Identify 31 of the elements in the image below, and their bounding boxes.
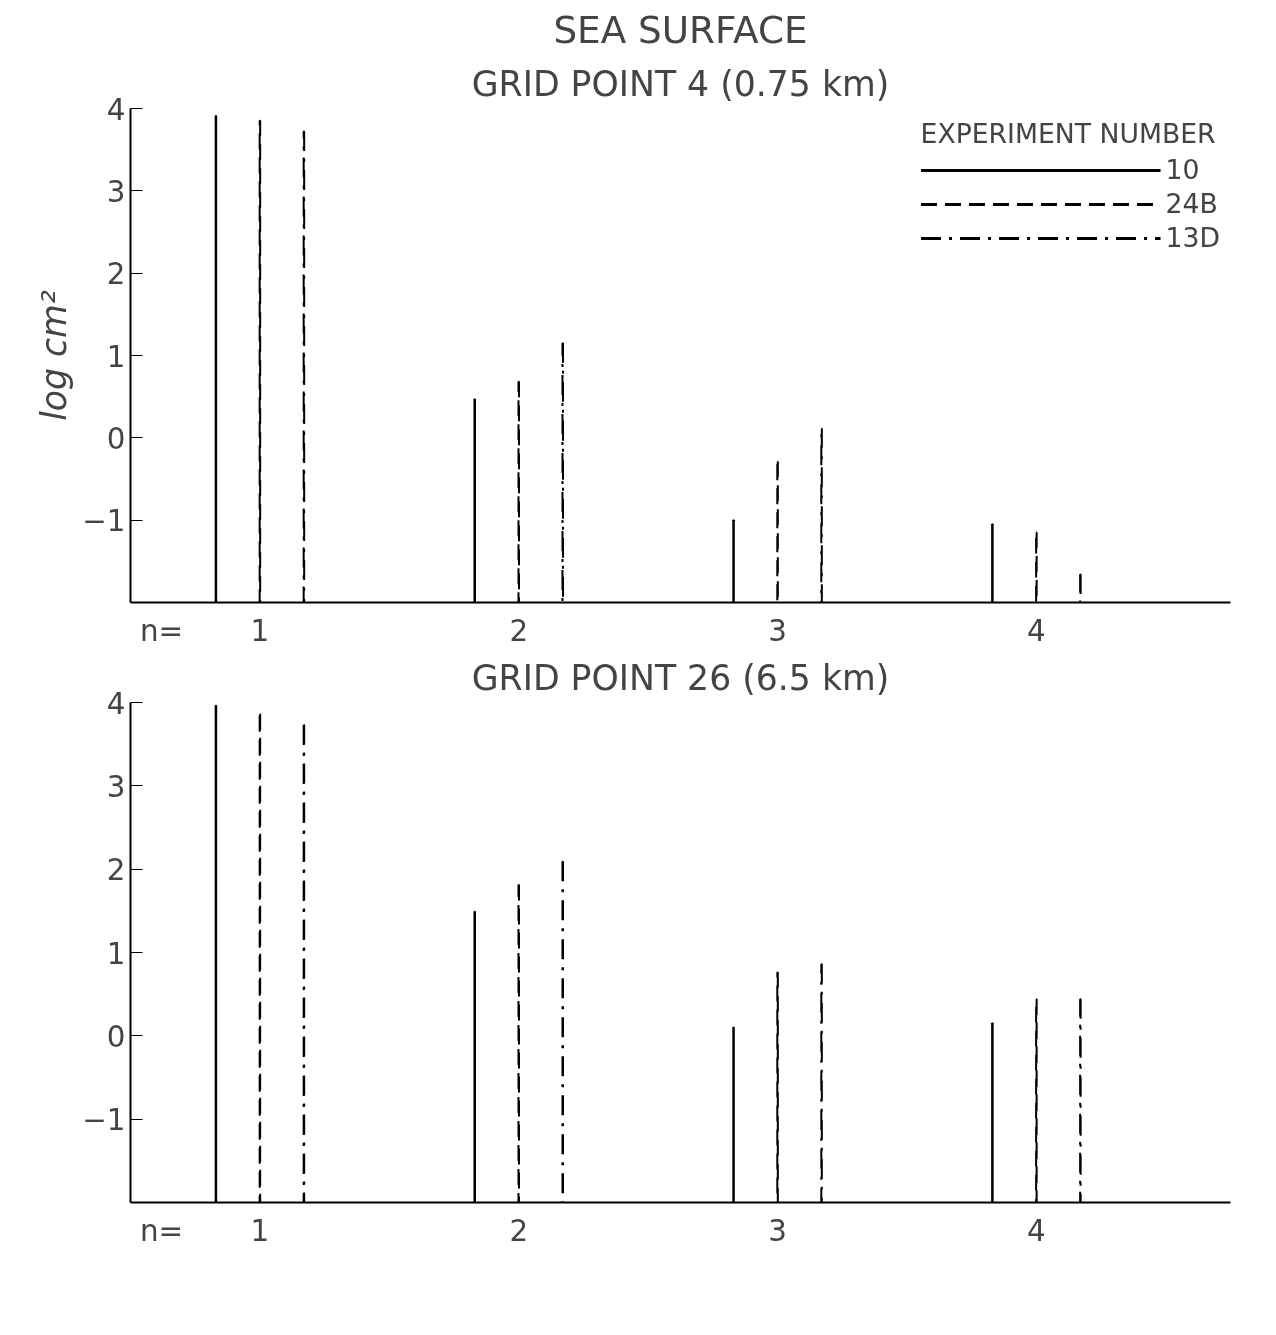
text: 10 — [1165, 154, 1200, 185]
y-tick-label: 2 — [106, 853, 126, 888]
chart-title: SEA SURFACE — [553, 7, 808, 52]
y-tick-label: 1 — [106, 936, 126, 971]
x-tick-label: 4 — [1027, 1213, 1046, 1248]
x-tick-label: 1 — [250, 1213, 270, 1248]
x-tick-label: 4 — [1027, 613, 1046, 648]
text: 13D — [1165, 222, 1220, 253]
y-tick-label: 3 — [106, 174, 126, 209]
y-tick-label: 0 — [106, 421, 126, 456]
x-axis-title: n= — [139, 613, 184, 648]
x-tick-label: 1 — [250, 613, 270, 648]
y-tick-label: 2 — [106, 257, 126, 292]
x-axis-title: n= — [139, 1213, 184, 1248]
legend-title: EXPERIMENT NUMBER — [920, 118, 1217, 149]
y-tick-label: 4 — [106, 92, 126, 127]
x-tick-label: 3 — [768, 613, 787, 648]
chart-subtitle: GRID POINT 26 (6.5 km) — [471, 657, 890, 698]
y-tick-label: 3 — [106, 769, 126, 804]
bar — [776, 460, 779, 603]
x-tick-label: 2 — [509, 1213, 529, 1248]
chart-subtitle: GRID POINT 4 (0.75 km) — [471, 63, 890, 104]
y-tick-label: −1 — [82, 1103, 126, 1138]
y-tick-label: 1 — [106, 339, 126, 374]
y-axis-title: log cm² — [34, 290, 75, 421]
y-tick-label: 0 — [106, 1019, 126, 1054]
y-tick-label: −1 — [82, 504, 126, 539]
x-tick-label: 2 — [509, 613, 529, 648]
text: 24B — [1165, 188, 1218, 219]
y-tick-label: 4 — [106, 686, 126, 721]
x-tick-label: 3 — [768, 1213, 787, 1248]
